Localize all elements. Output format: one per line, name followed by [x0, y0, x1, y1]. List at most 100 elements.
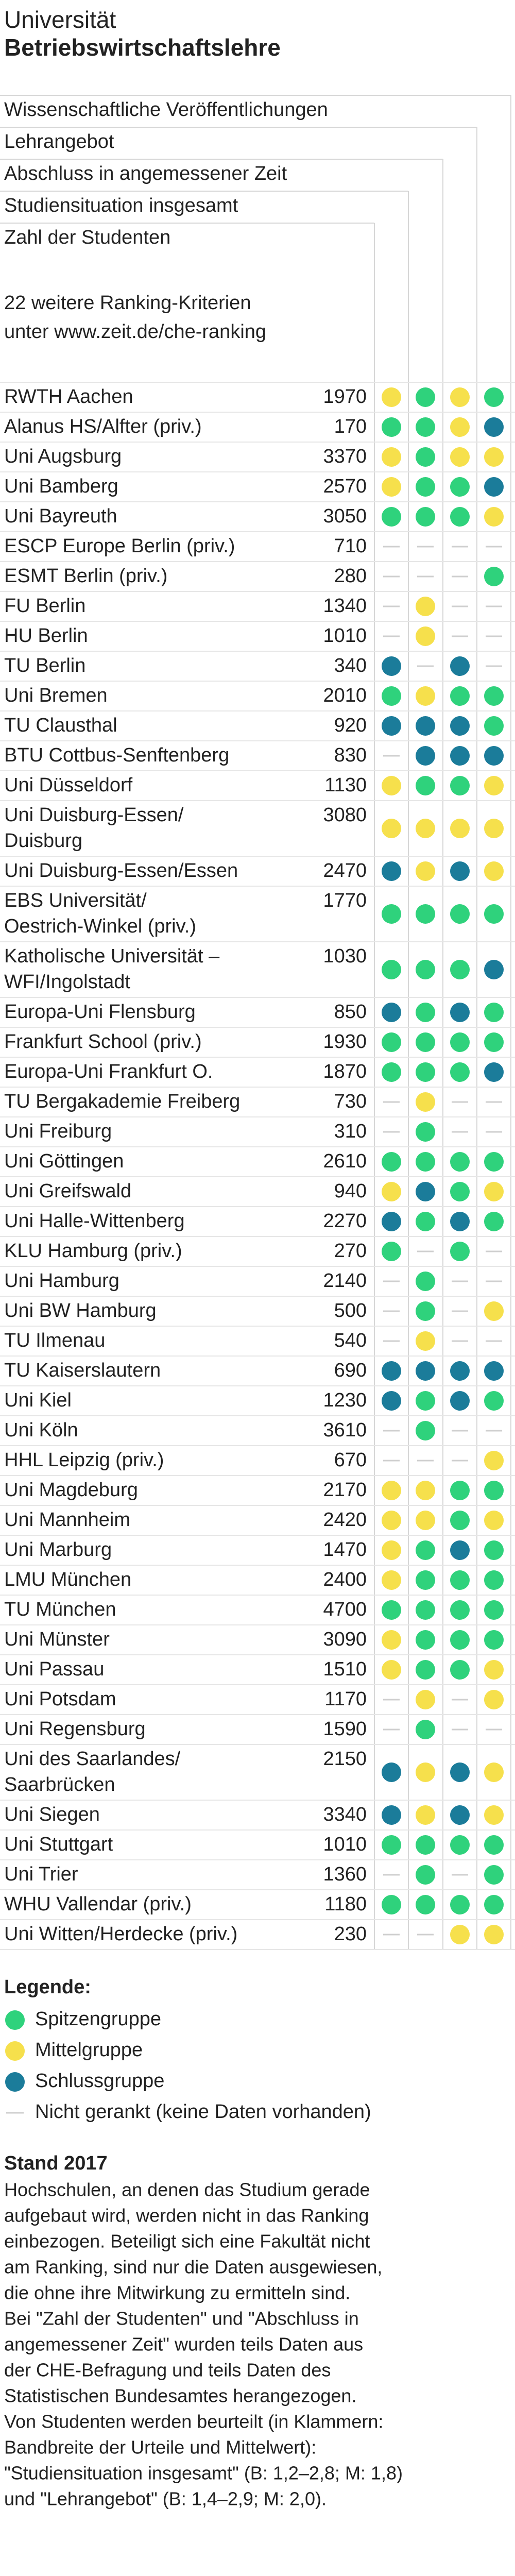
student-count: 1230	[323, 1389, 367, 1411]
rating-dot	[382, 1805, 401, 1825]
rating-dot	[450, 656, 470, 676]
rating-dot	[450, 507, 470, 527]
rating-dot	[416, 904, 435, 924]
rating-dot	[416, 1032, 435, 1052]
rating-dot	[484, 1391, 504, 1411]
rating-dot	[416, 1182, 435, 1201]
rating-dot	[450, 1630, 470, 1650]
student-count: 2570	[323, 476, 367, 497]
rating-dot	[450, 1570, 470, 1590]
stand-title: Stand 2017	[4, 2153, 108, 2174]
row-name: Uni Bayreuth	[4, 505, 117, 527]
student-count: 690	[334, 1360, 367, 1381]
rating-dot	[416, 776, 435, 795]
row-name: Uni BW Hamburg	[4, 1300, 157, 1321]
stand-text: angemessener Zeit" wurden teils Daten au…	[4, 2334, 363, 2355]
rating-dot	[484, 387, 504, 407]
rating-dot	[382, 1361, 401, 1381]
row-name: TU Clausthal	[4, 715, 117, 736]
row-name: Uni Witten/Herdecke (priv.)	[4, 1923, 237, 1945]
row-name: Uni Augsburg	[4, 446, 122, 467]
legend-dot	[5, 2072, 25, 2092]
rating-dot	[416, 1361, 435, 1381]
rating-dot	[450, 1182, 470, 1201]
rating-dot	[450, 417, 470, 437]
rating-dot	[484, 1361, 504, 1381]
rating-dot	[450, 477, 470, 497]
rating-dot	[484, 861, 504, 881]
rating-dot	[416, 1762, 435, 1782]
rating-dot	[484, 1865, 504, 1885]
rating-dot	[416, 1865, 435, 1885]
student-count: 3080	[323, 804, 367, 826]
row-name: Uni Freiburg	[4, 1121, 112, 1142]
rating-dot	[484, 716, 504, 736]
student-count: 3090	[323, 1629, 367, 1650]
stand-text: "Studiensituation insgesamt" (B: 1,2–2,8…	[4, 2463, 403, 2484]
rating-dot	[382, 904, 401, 924]
row-name: Europa-Uni Flensburg	[4, 1001, 196, 1023]
rating-dot	[382, 716, 401, 736]
student-count: 2170	[323, 1479, 367, 1501]
row-name: Uni Duisburg-Essen/	[4, 804, 184, 826]
rating-dot	[382, 1570, 401, 1590]
stand-text: einbezogen. Beteiligt sich eine Fakultät…	[4, 2231, 370, 2252]
row-name: Uni Hamburg	[4, 1270, 119, 1292]
row-name: TU Berlin	[4, 655, 85, 676]
rating-dot	[416, 1481, 435, 1500]
student-count: 1180	[324, 1893, 367, 1915]
legend-title: Legende:	[4, 1976, 91, 1998]
row-name: Uni Bamberg	[4, 476, 118, 497]
rating-dot	[382, 417, 401, 437]
row-name: Uni Trier	[4, 1863, 78, 1885]
rating-dot	[484, 776, 504, 795]
student-count: 1770	[323, 890, 367, 911]
rating-dot	[382, 477, 401, 497]
rating-dot	[382, 819, 401, 838]
rating-dot	[484, 1690, 504, 1709]
row-name: WHU Vallendar (priv.)	[4, 1893, 192, 1915]
student-count: 1340	[323, 595, 367, 617]
rating-dot	[484, 1630, 504, 1650]
rating-dot	[484, 1152, 504, 1172]
row-name: Uni Greifswald	[4, 1180, 131, 1202]
column-header: Lehrangebot	[4, 131, 114, 152]
row-name: Uni Duisburg-Essen/Essen	[4, 860, 238, 882]
stand-text: Hochschulen, an denen das Studium gerade	[4, 2179, 370, 2200]
column-header: Wissenschaftliche Veröffentlichungen	[4, 99, 328, 121]
row-name: TU Bergakademie Freiberg	[4, 1091, 240, 1112]
rating-dot	[484, 960, 504, 979]
rating-dot	[416, 1331, 435, 1351]
rating-dot	[416, 477, 435, 497]
rating-dot	[382, 1895, 401, 1914]
rating-dot	[450, 1242, 470, 1261]
student-count: 1590	[323, 1718, 367, 1740]
rating-dot	[416, 1391, 435, 1411]
row-name: Saarbrücken	[4, 1774, 115, 1795]
row-name: TU Kaiserslautern	[4, 1360, 161, 1381]
rating-dot	[484, 1062, 504, 1082]
legend-dot	[5, 2041, 25, 2061]
student-count: 3610	[323, 1419, 367, 1441]
row-name: ESMT Berlin (priv.)	[4, 565, 167, 587]
student-count: 2610	[323, 1150, 367, 1172]
student-count: 2420	[323, 1509, 367, 1531]
row-name: Uni Potsdam	[4, 1688, 116, 1710]
rating-dot	[382, 1062, 401, 1082]
rating-dot	[484, 1003, 504, 1022]
rating-dot	[416, 1600, 435, 1620]
row-name: WFI/Ingolstadt	[4, 971, 130, 993]
legend-label: Spitzengruppe	[35, 2008, 161, 2030]
row-name: HU Berlin	[4, 625, 88, 647]
student-count: 3050	[323, 505, 367, 527]
rating-dot	[450, 1481, 470, 1500]
stand-text: Bei "Zahl der Studenten" und "Abschluss …	[4, 2308, 359, 2329]
row-name: TU Ilmenau	[4, 1330, 105, 1351]
student-count: 230	[334, 1923, 367, 1945]
rating-dot	[450, 1032, 470, 1052]
row-name: Uni Düsseldorf	[4, 774, 133, 796]
rating-dot	[484, 1570, 504, 1590]
rating-dot	[450, 1152, 470, 1172]
rating-dot	[484, 1805, 504, 1825]
